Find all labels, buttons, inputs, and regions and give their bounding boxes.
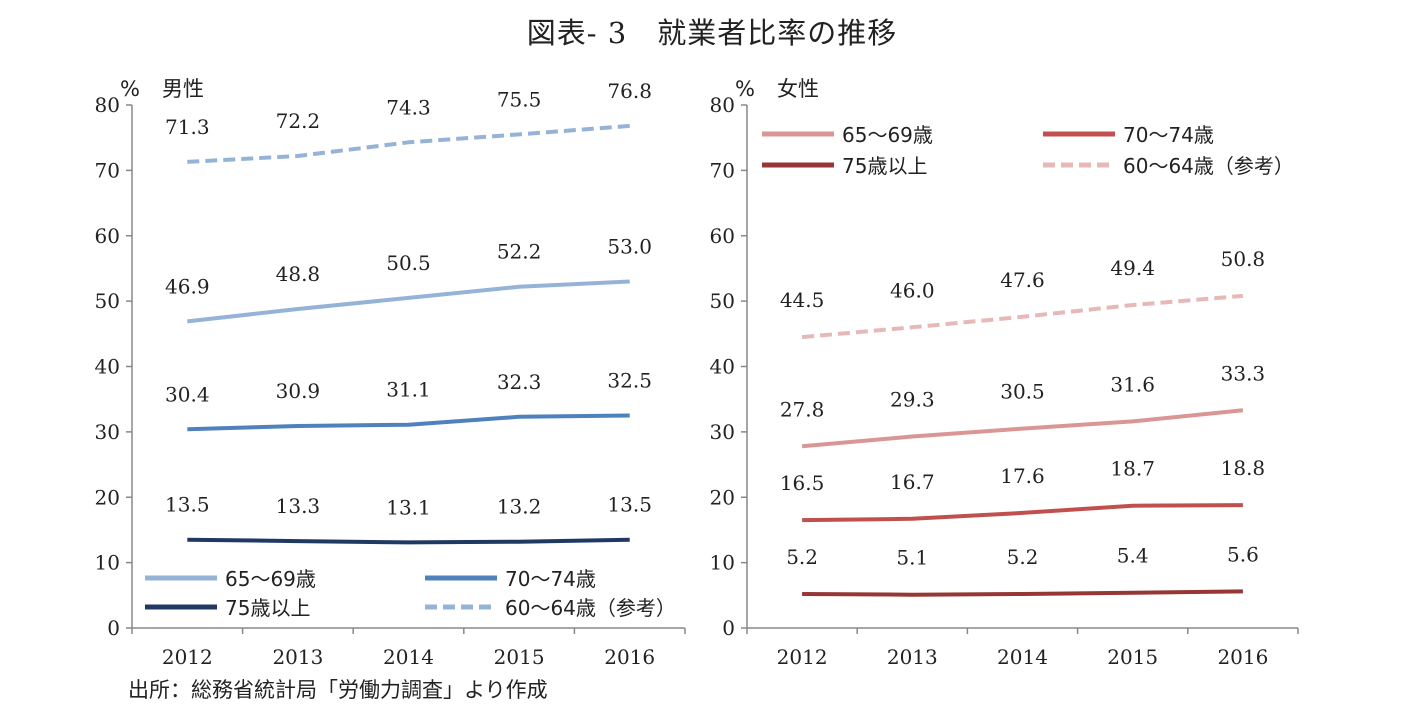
data-label: 16.7 [890, 470, 935, 494]
data-label: 13.1 [386, 495, 431, 519]
y-tick-label: 30 [710, 420, 735, 444]
data-label: 13.3 [276, 494, 321, 518]
data-label: 71.3 [165, 115, 210, 139]
data-label: 47.6 [1000, 268, 1045, 292]
x-tick-label: 2014 [997, 645, 1048, 669]
x-tick-label: 2012 [777, 645, 828, 669]
data-label: 30.5 [1000, 380, 1045, 404]
panel-label: 女性 [777, 77, 819, 101]
data-label: 31.6 [1110, 372, 1155, 396]
chart-title: 図表- 3 就業者比率の推移 [526, 16, 898, 50]
series-line-2 [187, 413, 630, 432]
data-label: 53.0 [607, 235, 652, 259]
data-label: 72.2 [276, 109, 321, 133]
data-label: 75.5 [497, 87, 542, 111]
series-line-1 [801, 408, 1244, 449]
data-label: 46.0 [890, 278, 935, 302]
legend-label: 65～69歳 [225, 567, 316, 591]
legend: 65～69歳 70～74歳 75歳以上 60～64歳（参考） [145, 567, 676, 620]
x-tick-label: 2015 [1107, 645, 1158, 669]
legend: 65～69歳 70～74歳 75歳以上 60～64歳（参考） [762, 123, 1294, 178]
series-line-4 [187, 123, 630, 164]
y-tick-label: 40 [95, 355, 120, 379]
y-tick-label: 60 [710, 224, 735, 248]
data-label: 16.5 [780, 471, 825, 495]
data-label: 27.8 [780, 397, 825, 421]
series-line-1 [187, 279, 630, 324]
y-tick-label: 10 [95, 551, 120, 575]
data-label: 31.1 [386, 378, 431, 402]
y-tick-label: 30 [95, 420, 120, 444]
data-label: 76.8 [607, 79, 652, 103]
data-label: 18.8 [1221, 456, 1266, 480]
legend-label: 60～64歳（参考） [1123, 154, 1294, 178]
x-tick-label: 2016 [1217, 645, 1268, 669]
x-tick-label: 2013 [272, 645, 323, 669]
chart-panel-1: 0 10 20 30 40 50 60 70 80 2012 2013 2014 2015 2016% 男性… [95, 77, 686, 669]
data-label: 5.4 [1117, 544, 1149, 568]
data-label: 5.1 [896, 546, 928, 570]
data-label: 13.2 [497, 495, 542, 519]
legend-label: 65～69歳 [842, 123, 933, 147]
y-tick-label: 50 [710, 289, 735, 313]
y-tick-label: 10 [710, 551, 735, 575]
y-tick-label: 40 [710, 355, 735, 379]
y-tick-label: 80 [95, 93, 120, 117]
source-note: 出所：総務省統計局「労働力調査」より作成 [128, 678, 548, 702]
data-label: 52.2 [497, 240, 542, 264]
legend-label: 70～74歳 [505, 567, 596, 591]
y-unit-label: % [120, 77, 140, 101]
x-tick-label: 2014 [383, 645, 434, 669]
data-label: 44.5 [780, 288, 825, 312]
series-line-3 [187, 537, 630, 545]
y-tick-label: 80 [710, 93, 735, 117]
y-tick-label: 70 [95, 158, 120, 182]
y-tick-label: 20 [710, 485, 735, 509]
data-label: 46.9 [165, 274, 210, 298]
chart-panel-2: 0 10 20 30 40 50 60 70 80 2012 2013 2014 2015 2016% 女性… [710, 77, 1299, 669]
data-label: 30.9 [276, 379, 321, 403]
series-line-3 [802, 589, 1243, 597]
y-tick-label: 0 [722, 616, 735, 640]
data-label: 17.6 [1000, 464, 1045, 488]
x-tick-label: 2016 [604, 645, 655, 669]
data-label: 13.5 [607, 493, 652, 517]
y-unit-label: % [735, 77, 755, 101]
y-tick-label: 50 [95, 289, 120, 313]
legend-label: 75歳以上 [225, 596, 310, 620]
data-label: 50.8 [1221, 247, 1266, 271]
data-label: 29.3 [890, 387, 935, 411]
series-line-2 [802, 503, 1243, 523]
x-tick-label: 2015 [494, 645, 545, 669]
y-tick-label: 20 [95, 485, 120, 509]
y-tick-label: 60 [95, 224, 120, 248]
data-label: 33.3 [1221, 361, 1266, 385]
data-label: 5.2 [1007, 545, 1039, 569]
legend-label: 75歳以上 [842, 154, 927, 178]
panel-label: 男性 [162, 77, 204, 101]
legend-label: 70～74歳 [1123, 123, 1214, 147]
y-tick-label: 0 [107, 616, 120, 640]
data-label: 50.5 [386, 251, 431, 275]
data-label: 32.3 [497, 370, 542, 394]
data-label: 32.5 [607, 369, 652, 393]
x-tick-label: 2013 [887, 645, 938, 669]
x-tick-label: 2012 [162, 645, 213, 669]
data-label: 5.6 [1227, 542, 1259, 566]
data-label: 18.7 [1110, 457, 1155, 481]
data-label: 74.3 [386, 95, 431, 119]
legend-label: 60～64歳（参考） [505, 596, 676, 620]
data-label: 30.4 [165, 382, 210, 406]
series-line-4 [801, 293, 1244, 340]
data-label: 13.5 [165, 493, 210, 517]
y-tick-label: 70 [710, 158, 735, 182]
data-label: 48.8 [276, 262, 321, 286]
data-label: 5.2 [786, 545, 818, 569]
data-label: 49.4 [1110, 256, 1155, 280]
